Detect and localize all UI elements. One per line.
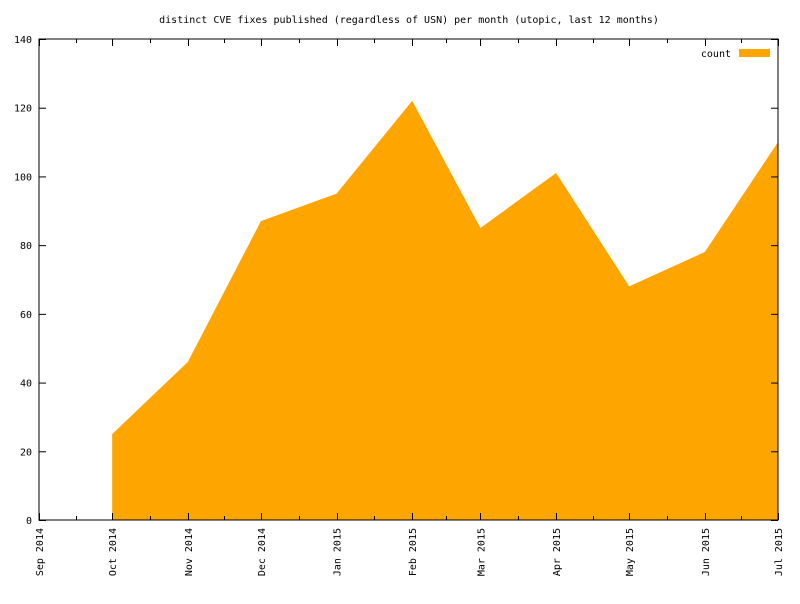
plot-border: [38, 38, 779, 521]
x-tick-label: Apr 2015: [552, 528, 563, 576]
y-tick-label: 20: [20, 447, 32, 458]
chart-title: distinct CVE fixes published (regardless…: [159, 15, 659, 26]
y-tick-label: 140: [14, 35, 32, 46]
y-axis: 0 20 40 60 80 100 120 140: [14, 35, 778, 527]
plot-area: [38, 38, 779, 521]
x-axis: Sep 2014 Oct 2014 Nov 2014 Dec 2014 Jan 2015…: [35, 39, 785, 576]
x-tick-label: Nov 2014: [184, 528, 195, 576]
x-tick-label: Jan 2015: [333, 528, 344, 576]
y-tick-label: 0: [26, 516, 32, 527]
x-tick-label: Jul 2015: [774, 528, 785, 576]
legend: count: [701, 49, 770, 60]
legend-swatch: [739, 49, 770, 57]
x-tick-label: May 2015: [625, 528, 636, 576]
x-tick-label: Oct 2014: [108, 528, 119, 576]
y-tick-label: 40: [20, 379, 32, 390]
x-tick-label: Sep 2014: [35, 528, 46, 576]
x-tick-label: Dec 2014: [257, 528, 268, 576]
y-tick-label: 120: [14, 104, 32, 115]
x-tick-label: Mar 2015: [476, 528, 487, 576]
series-area-count: [112, 100, 779, 520]
y-tick-label: 80: [20, 241, 32, 252]
y-tick-label: 100: [14, 172, 32, 183]
x-tick-label: Jun 2015: [701, 528, 712, 576]
y-tick-label: 60: [20, 310, 32, 321]
legend-label: count: [701, 49, 731, 60]
x-tick-label: Feb 2015: [408, 528, 419, 576]
